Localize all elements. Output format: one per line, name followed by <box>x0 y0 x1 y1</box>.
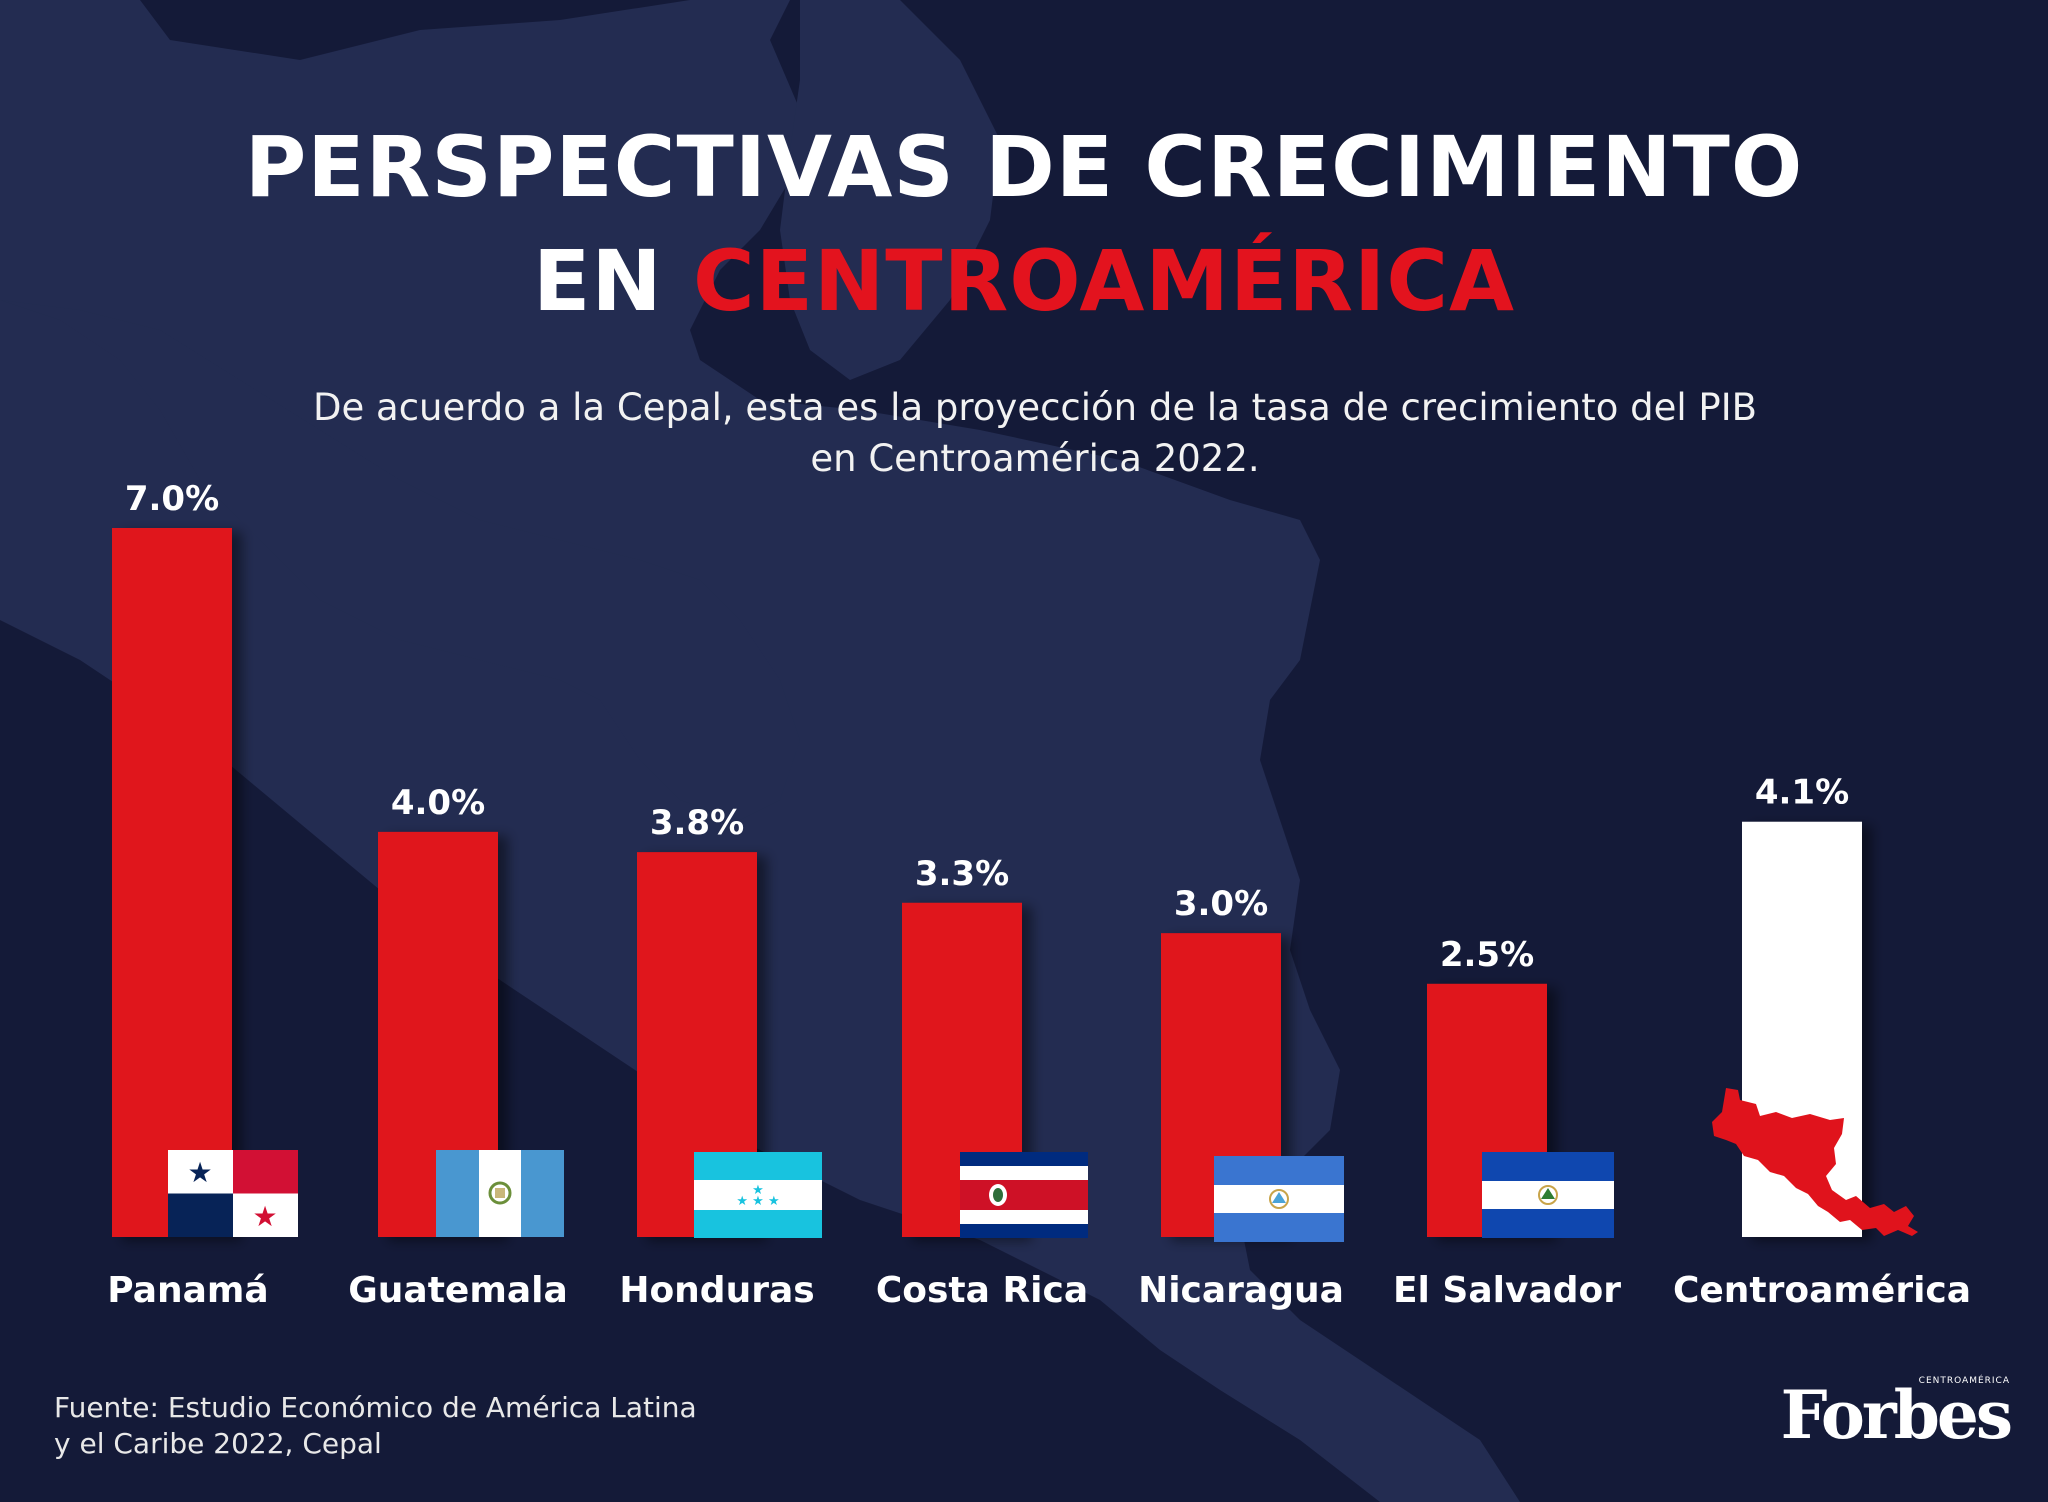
title-line-1: PERSPECTIVAS DE CRECIMIENTO <box>244 118 1804 216</box>
panama-flag: ★ ★ <box>168 1150 298 1237</box>
title-accent: CENTROAMÉRICA <box>692 232 1515 330</box>
title-prefix: EN <box>533 232 693 330</box>
value-label-guatemala: 4.0% <box>391 783 485 823</box>
value-label-centroamerica: 4.1% <box>1755 773 1849 813</box>
category-label-costa-rica: Costa Rica <box>876 1270 1088 1311</box>
map-coast-north <box>0 300 800 820</box>
svg-text:★: ★ <box>187 1156 212 1189</box>
forbes-logo: CENTROAMÉRICA Forbes <box>1760 1376 2013 1456</box>
value-label-honduras: 3.8% <box>650 803 744 843</box>
bar-panama <box>112 528 232 1237</box>
central-america-map <box>1712 1088 1918 1236</box>
source-line-2: y el Caribe 2022, Cepal <box>54 1427 382 1460</box>
costa-rica-flag <box>960 1152 1088 1238</box>
category-label-honduras: Honduras <box>619 1270 814 1311</box>
category-label-guatemala: Guatemala <box>348 1270 568 1311</box>
source-note: Fuente: Estudio Económico de América Lat… <box>54 1390 754 1462</box>
honduras-flag: ★ ★ ★ ★ <box>694 1152 822 1238</box>
brand-region: CENTROAMÉRICA <box>1918 1376 2010 1386</box>
brand-name: Forbes <box>1780 1376 2013 1454</box>
category-label-panama: Panamá <box>107 1270 268 1311</box>
svg-text:★: ★ <box>752 1183 764 1198</box>
el-salvador-flag <box>1482 1152 1614 1238</box>
map-peninsula <box>780 0 1000 380</box>
subtitle-line-1: De acuerdo a la Cepal, esta es la proyec… <box>313 386 1757 429</box>
map-lake <box>1420 560 1520 700</box>
svg-text:★ ★ ★: ★ ★ ★ <box>736 1194 779 1209</box>
subtitle-line-2: en Centroamérica 2022. <box>810 437 1260 480</box>
value-label-panama: 7.0% <box>125 479 219 519</box>
svg-text:★: ★ <box>252 1200 277 1233</box>
guatemala-flag <box>436 1150 564 1237</box>
value-label-el-salvador: 2.5% <box>1440 935 1534 975</box>
category-label-centroamerica: Centroamérica <box>1673 1270 1971 1311</box>
value-label-costa-rica: 3.3% <box>915 854 1009 894</box>
source-line-1: Fuente: Estudio Económico de América Lat… <box>54 1391 697 1424</box>
title-line-2: EN CENTROAMÉRICA <box>0 232 2048 330</box>
category-label-el-salvador: El Salvador <box>1393 1270 1621 1311</box>
nicaragua-flag <box>1214 1156 1344 1242</box>
value-label-nicaragua: 3.0% <box>1174 884 1268 924</box>
category-label-nicaragua: Nicaragua <box>1138 1270 1344 1311</box>
